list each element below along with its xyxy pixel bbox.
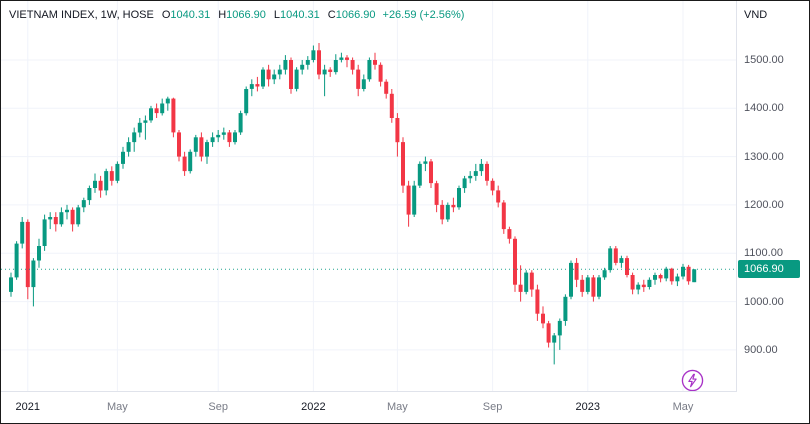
open-group: O1040.31 — [159, 9, 210, 21]
high-label: H — [218, 9, 227, 21]
time-tick-label: Sep — [208, 401, 228, 413]
time-tick-label: May — [107, 401, 128, 413]
change-value: +26.59 (+2.56%) — [382, 9, 465, 21]
current-price-tag: 1066.90 — [738, 260, 800, 279]
chart-plot-area[interactable]: VIETNAM INDEX, 1W, HOSE O1040.31 H1066.9… — [1, 1, 737, 392]
time-axis[interactable]: 2021 May Sep 2022 May Sep 2023 May — [1, 391, 737, 423]
time-tick-label: 2022 — [301, 401, 326, 413]
time-tick-label: May — [672, 401, 694, 413]
price-tick-label: 1400.00 — [744, 102, 784, 115]
low-value: 1040.31 — [280, 9, 320, 21]
candlestick-chart[interactable] — [1, 1, 737, 391]
price-axis[interactable]: VND 1066.90 1500.00 1400.00 1300.00 1200.00… — [736, 1, 809, 423]
currency-label: VND — [744, 9, 768, 21]
quick-trade-button[interactable] — [681, 369, 704, 392]
open-label: O — [161, 9, 171, 21]
time-tick-label: May — [387, 401, 408, 413]
close-label: C — [327, 9, 336, 21]
time-tick-label: 2021 — [15, 401, 41, 413]
time-tick-label: Sep — [482, 401, 503, 413]
high-value: 1066.90 — [226, 9, 266, 21]
price-tick-label: 1300.00 — [744, 150, 784, 163]
time-tick-label: 2023 — [575, 401, 601, 413]
price-tick-label: 1200.00 — [744, 198, 784, 211]
low-label: L — [273, 9, 281, 21]
low-group: L1040.31 — [271, 9, 320, 21]
lightning-icon — [681, 369, 704, 392]
close-group: C1066.90 — [325, 9, 376, 21]
close-value: 1066.90 — [335, 9, 376, 21]
symbol-title: VIETNAM INDEX, 1W, HOSE — [9, 9, 154, 21]
price-tick-label: 900.00 — [744, 343, 778, 356]
price-tick-label: 1100.00 — [744, 247, 783, 260]
high-group: H1066.90 — [215, 9, 266, 21]
open-value: 1040.31 — [170, 9, 211, 21]
price-tick-label: 1500.00 — [744, 53, 784, 66]
price-tick-label: 1000.00 — [744, 295, 784, 308]
chart-legend: VIETNAM INDEX, 1W, HOSE O1040.31 H1066.9… — [9, 9, 464, 21]
